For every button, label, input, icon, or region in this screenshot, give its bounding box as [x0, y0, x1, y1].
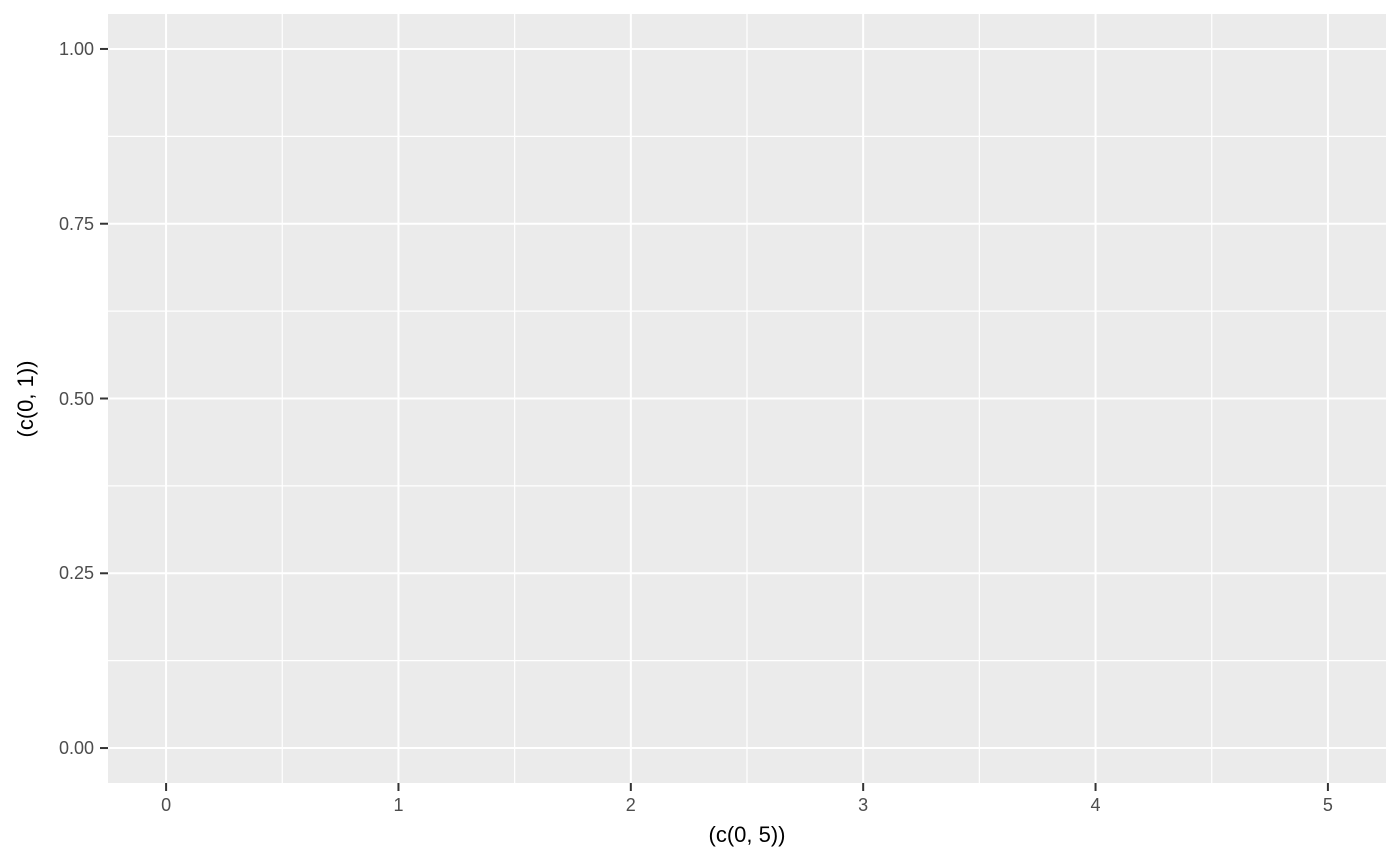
gridlines-layer	[108, 14, 1386, 783]
y-tick-label: 1.00	[58, 38, 94, 59]
x-tick-label: 1	[393, 795, 404, 815]
y-tick-label: 0.25	[58, 563, 94, 584]
y-axis-title: (c(0, 1))	[13, 360, 38, 437]
x-axis-title: (c(0, 5))	[708, 822, 786, 847]
x-tick-label: 3	[858, 795, 869, 815]
x-tick-label: 2	[625, 795, 636, 815]
x-tick-label: 0	[161, 795, 172, 815]
plot-panel	[108, 14, 1386, 783]
x-tick-label: 4	[1090, 795, 1101, 815]
y-tick-label: 0.00	[58, 738, 94, 759]
x-tick-label: 5	[1322, 795, 1333, 815]
y-tick-label: 0.75	[58, 213, 94, 234]
y-tick-label: 0.50	[58, 388, 94, 409]
